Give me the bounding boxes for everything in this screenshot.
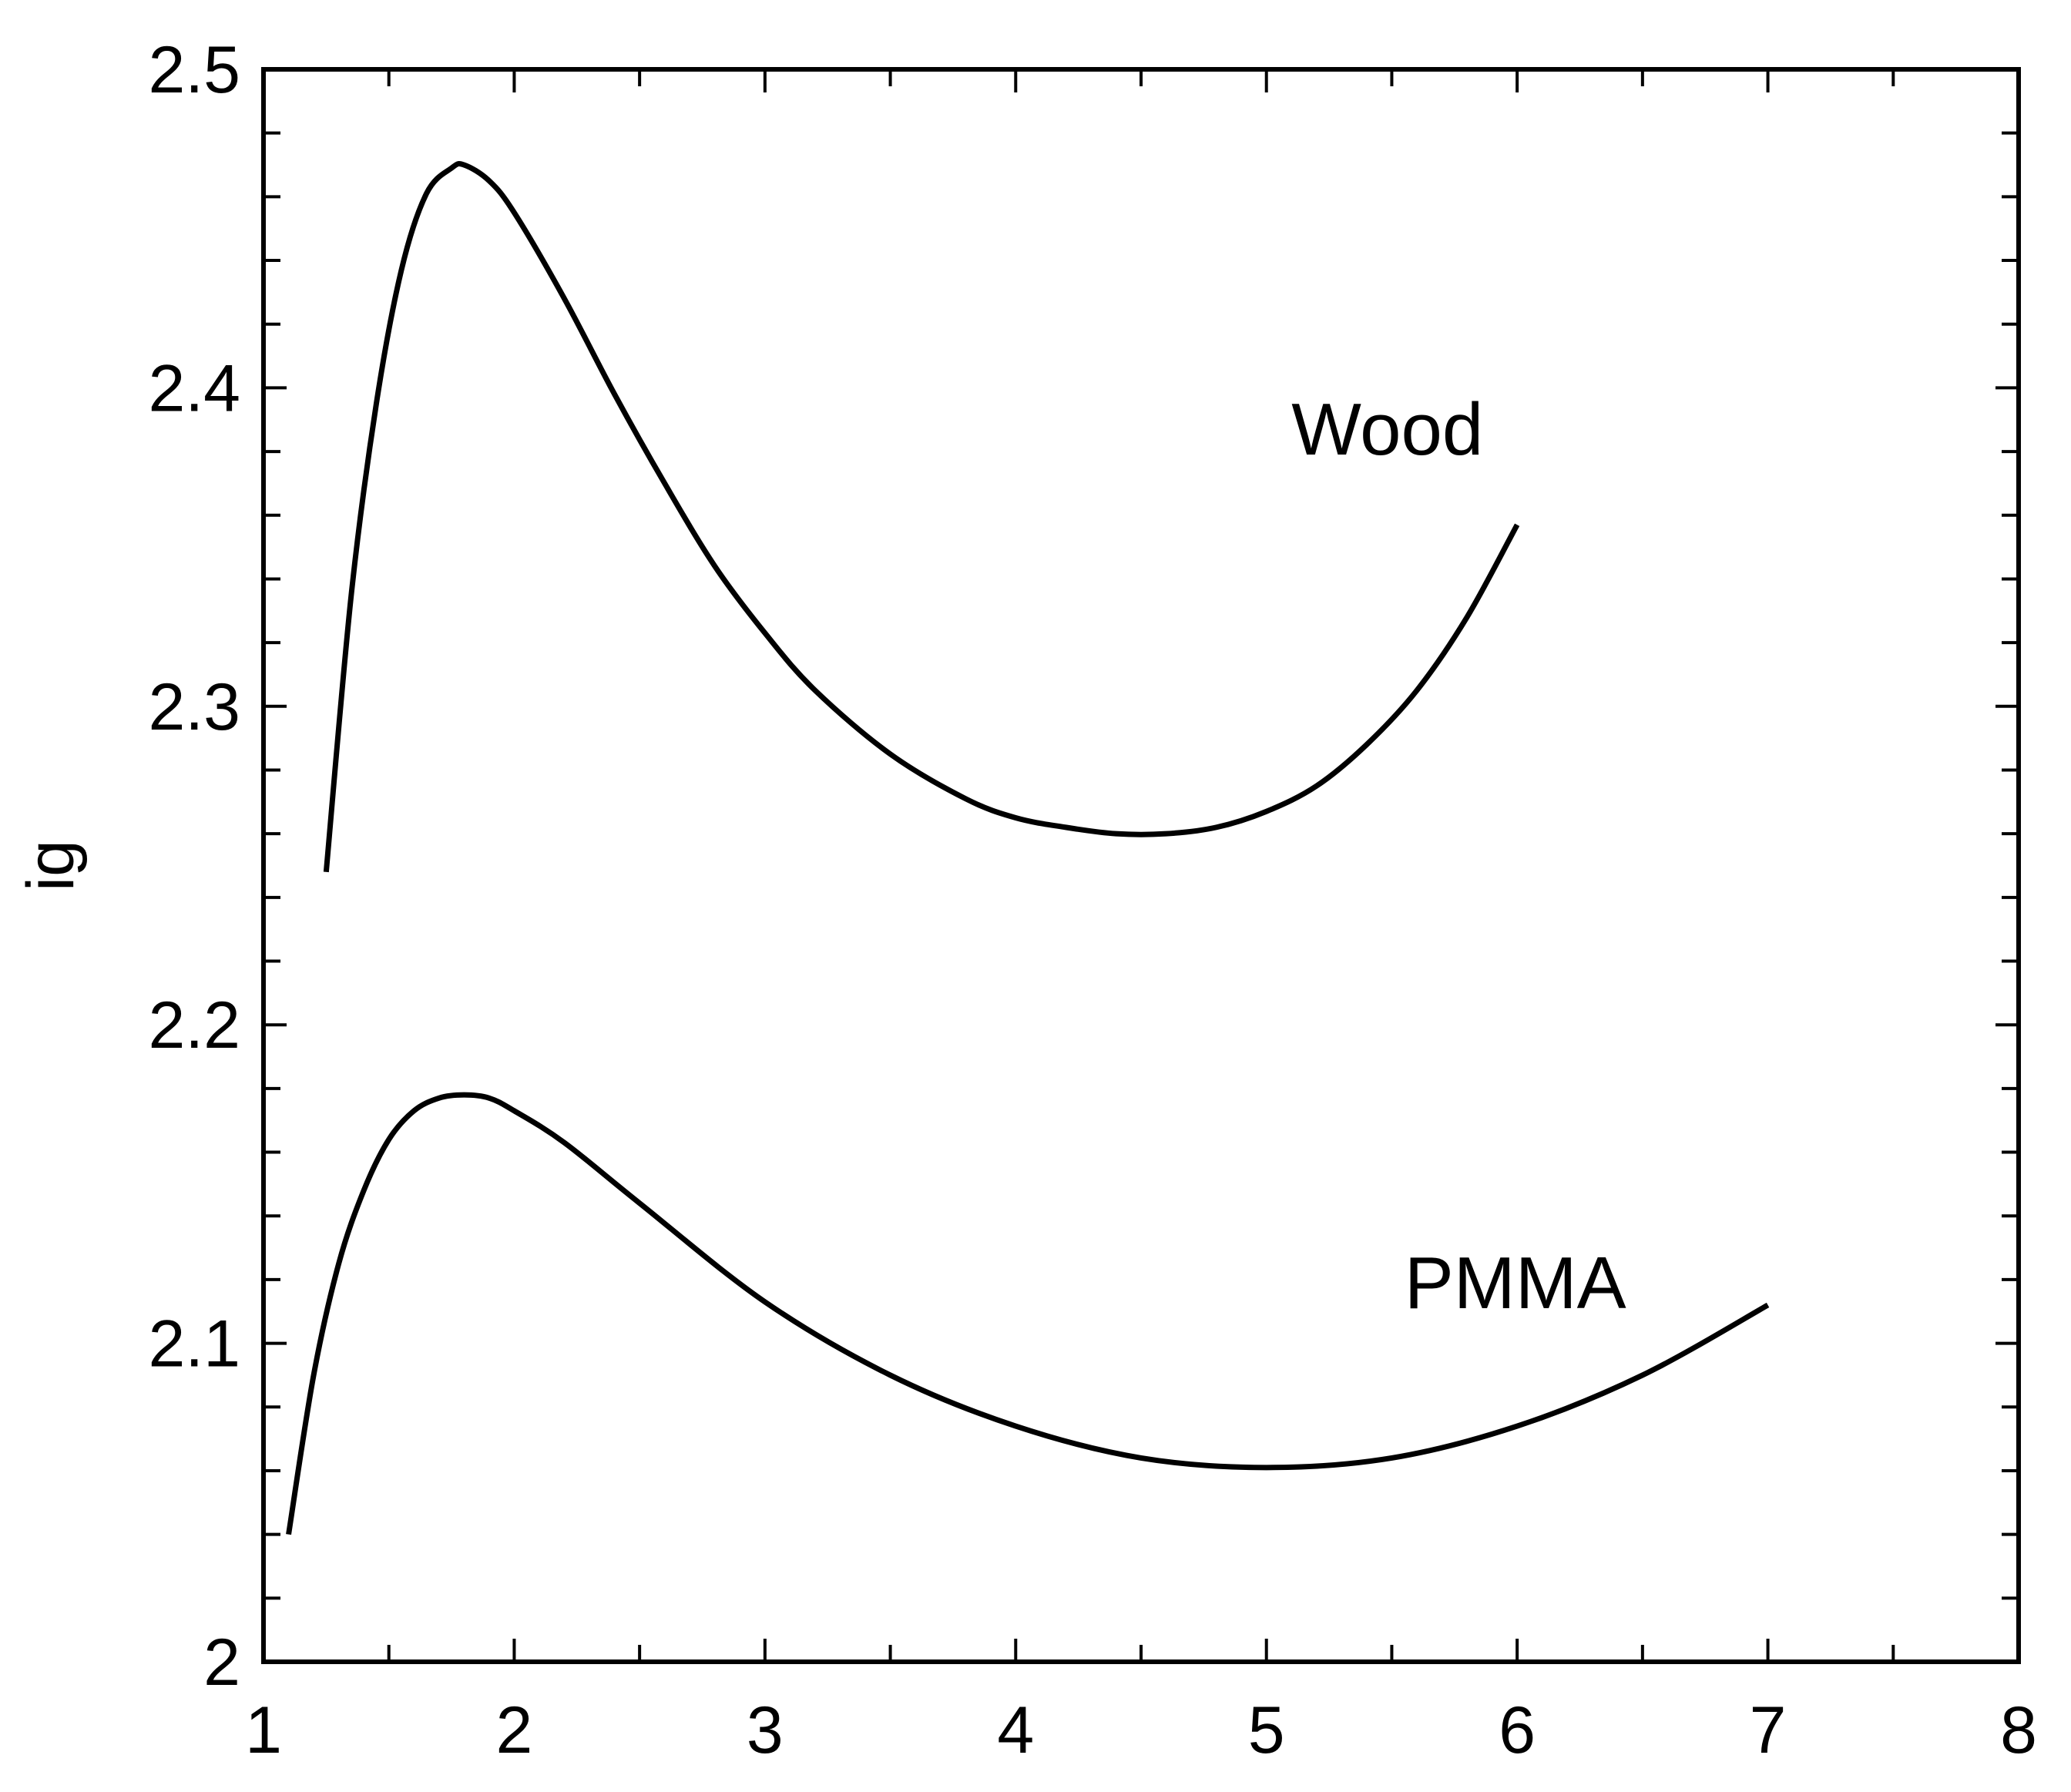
x-tick-label: 7 (1750, 1693, 1787, 1767)
annotation-wood: Wood (1291, 388, 1483, 471)
series-line-pmma (286, 1092, 1770, 1535)
annotations-layer: Wood PMMA (1291, 388, 1626, 1324)
x-tick-label: 2 (496, 1693, 533, 1767)
series-layer (286, 160, 1770, 1535)
x-tick-label: 3 (747, 1693, 784, 1767)
x-tick-label: 8 (2000, 1693, 2037, 1767)
y-tick-label: 2.3 (148, 670, 240, 744)
x-tick-label: 1 (245, 1693, 282, 1767)
y-tick-label: 2.1 (148, 1307, 240, 1381)
x-tick-label: 4 (997, 1693, 1034, 1767)
plot-frame (261, 67, 2021, 1664)
y-tick-label: 2.4 (148, 351, 240, 425)
y-tick-label: 2 (203, 1626, 240, 1700)
annotation-pmma: PMMA (1405, 1242, 1626, 1324)
x-tick-label: 6 (1499, 1693, 1536, 1767)
x-tick-label: 5 (1248, 1693, 1285, 1767)
y-tick-label: 2.2 (148, 988, 240, 1062)
series-line-wood (323, 160, 1520, 873)
y-tick-label: 2.5 (148, 33, 240, 107)
ticks-layer (262, 68, 2020, 1663)
tick-labels-layer: 1 2 3 4 5 6 7 822.12.22.32.42.5 (148, 33, 2036, 1767)
y-axis-label: ig (14, 840, 88, 891)
